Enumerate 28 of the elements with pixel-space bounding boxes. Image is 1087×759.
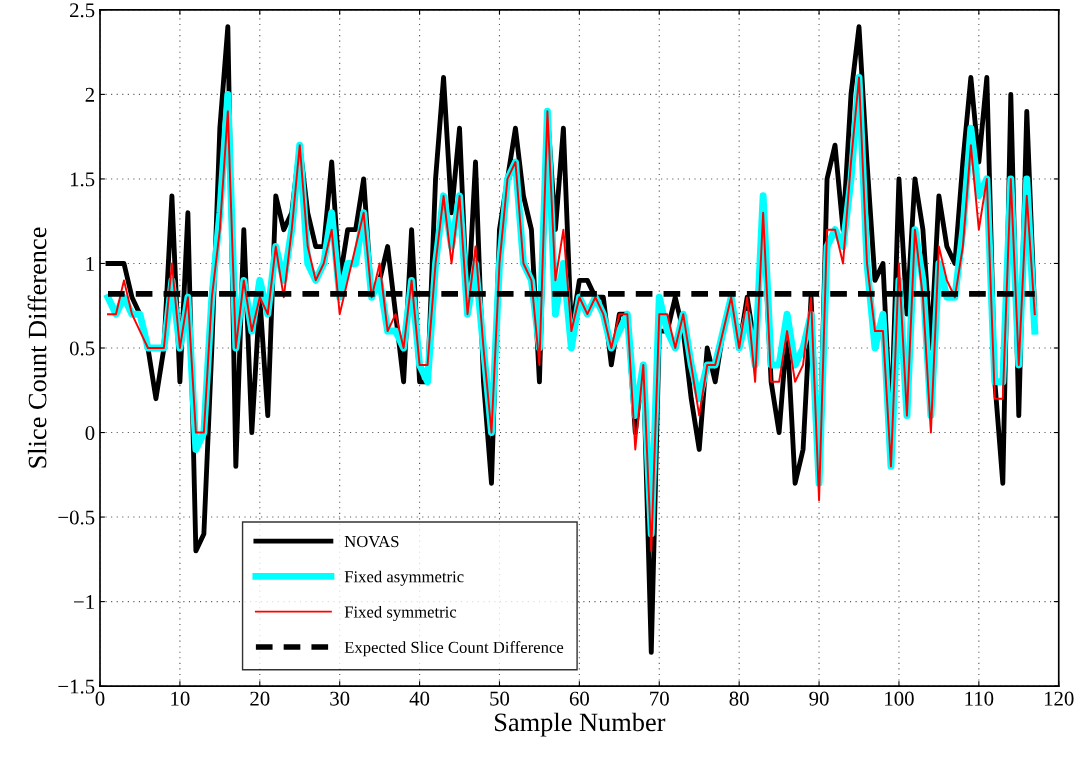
y-tick-label: 1.5 <box>70 172 95 187</box>
x-tick-label: 0 <box>95 691 105 706</box>
x-tick-label: 70 <box>650 691 669 706</box>
x-tick-label: 110 <box>965 691 994 706</box>
y-tick-label: 0.5 <box>69 341 95 356</box>
x-tick-label: 100 <box>885 691 914 706</box>
y-tick-label: 2.5 <box>70 3 95 18</box>
x-tick-label: 20 <box>250 691 270 706</box>
x-tick-label: 80 <box>729 691 749 706</box>
y-tick-label: −1 <box>74 595 94 609</box>
x-tick-label: 120 <box>1044 691 1074 706</box>
x-tick-label: 90 <box>809 691 829 706</box>
legend-label: Fixed symmetric <box>344 605 457 622</box>
x-axis-title: Sample Number <box>495 712 666 737</box>
y-tick-label: −0.5 <box>58 510 95 525</box>
x-tick-label: 40 <box>409 691 430 706</box>
y-axis-title: Slice Count Difference <box>27 227 47 468</box>
legend-label: NOVAS <box>344 535 399 548</box>
legend-label: Fixed asymmetric <box>344 570 464 586</box>
y-tick-label: 1 <box>86 256 94 271</box>
x-tick-label: 50 <box>490 691 510 706</box>
x-tick-label: 10 <box>171 691 190 706</box>
y-tick-label: 2 <box>85 87 94 102</box>
x-tick-label: 30 <box>330 691 350 706</box>
y-tick-label: −1.5 <box>58 679 95 694</box>
legend-label: Expected Slice Count Difference <box>344 641 564 657</box>
x-tick-label: 60 <box>569 691 589 706</box>
y-tick-label: 0 <box>85 425 95 440</box>
